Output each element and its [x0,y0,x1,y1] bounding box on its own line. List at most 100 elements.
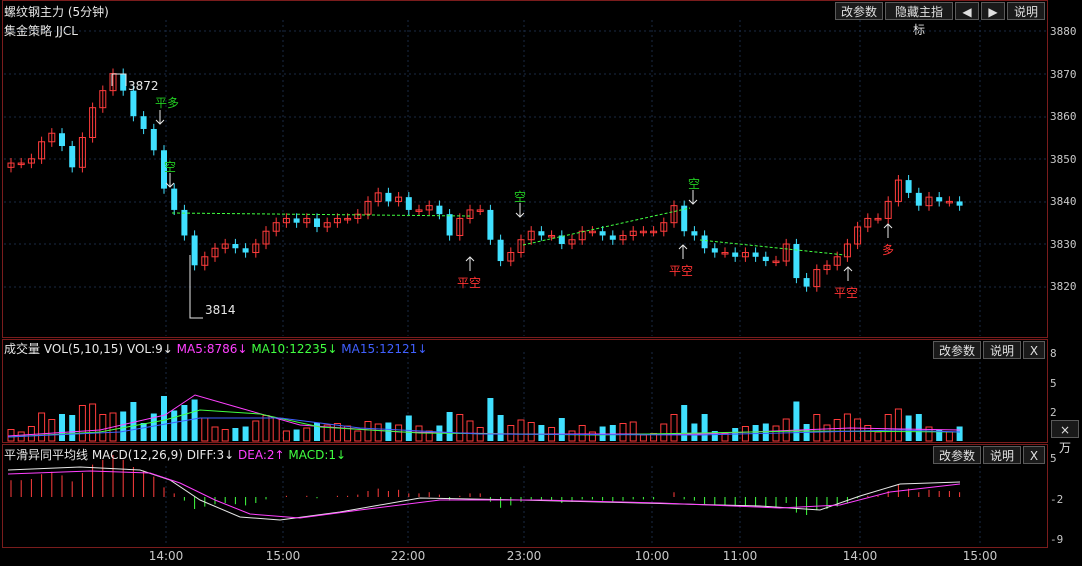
volume-bar [59,414,65,441]
candle-body [120,73,127,91]
signal-arrow [165,173,175,188]
time-tick: 15:00 [265,549,301,563]
volume-bar [364,421,372,442]
candle-body [772,260,780,264]
macd-params-button[interactable]: 改参数 [933,446,981,464]
volume-bar [232,428,239,441]
candle-body [48,132,56,143]
candle-body [823,264,831,271]
volume-bar [884,414,892,442]
candle-body [171,188,178,210]
candle-body [833,256,841,266]
signal-arrow [843,266,853,281]
support-line [699,239,846,256]
volume-bar [629,421,637,442]
volume-bar [507,425,515,442]
volume-bar [956,426,963,441]
macd-dea-line [7,470,961,519]
signal-close-short: 平空 [834,286,859,300]
volume-bar [293,429,300,441]
help-button[interactable]: 说明 [1007,2,1045,20]
candle-body [517,239,525,254]
candle-body [956,201,963,206]
macd-dea: DEA:2↑ [238,448,285,462]
volume-value: VOL:9↓ [126,342,173,356]
candle-body [752,252,759,257]
volume-bar [374,423,382,442]
volume-bar [27,426,35,442]
candle-body [741,252,749,258]
volume-close-button[interactable]: X [1023,341,1045,359]
volume-bar [69,415,76,441]
candle-body [354,213,362,219]
candle-body [69,146,76,168]
signal-arrow [883,223,893,238]
high-price-label: 3872 [128,79,159,93]
volume-unit-button[interactable]: ×万 [1051,420,1079,455]
volume-ma10: MA10:12235↓ [251,342,338,356]
change-params-button[interactable]: 改参数 [835,2,883,20]
macd-title: 平滑异同平均线 MACD(12,26,9) [4,448,183,462]
candle-body [181,209,188,236]
candle-body [793,244,800,279]
macd-close-button[interactable]: X [1023,446,1045,464]
candle-body [874,217,882,221]
candle-body [130,90,137,117]
volume-bar [272,417,280,442]
candle-body [732,252,739,257]
volume-bar [252,420,260,442]
volume-help-button[interactable]: 说明 [983,341,1021,359]
signal-arrow [515,203,525,218]
signal-close-long: 平多 [155,96,180,110]
candle-body [497,239,504,262]
candle-body [150,128,157,151]
candle-body [629,230,637,236]
volume-bar [823,424,831,442]
volume-bar [538,425,545,441]
candle-body [588,230,596,234]
volume-bar [405,415,412,441]
volume-bar [864,425,872,442]
volume-bar [670,414,678,442]
candle-body [405,197,412,210]
signal-close-short: 平空 [457,276,482,290]
candle-body [782,243,790,262]
candle-body [711,248,718,253]
volume-bar [701,414,708,441]
volume-params-button[interactable]: 改参数 [933,341,981,359]
candle-body [344,217,352,221]
candle-body [701,235,708,249]
signal-arrow [688,190,698,205]
candle-body [323,222,331,228]
candle-body [538,231,545,236]
candle-body [272,222,280,232]
candle-body [548,234,556,238]
volume-tick: 2 [1050,406,1057,419]
candle-body [843,243,851,258]
volume-bar [894,408,902,442]
prev-button[interactable]: ◀ [955,2,979,20]
hide-main-indicator-button[interactable]: 隐藏主指标 [885,2,953,37]
candle-body [456,217,464,236]
macd-tick: 5 [1050,452,1057,465]
volume-bar [793,401,800,441]
candle-body [936,197,943,202]
candle-body [385,192,392,202]
volume-bar [691,423,698,441]
volume-bar [446,412,453,441]
macd-help-button[interactable]: 说明 [983,446,1021,464]
volume-bar [354,430,362,442]
candle-body [609,235,616,240]
next-button[interactable]: ▶ [981,2,1005,20]
volume-bar [568,430,576,442]
volume-tick: 5 [1050,377,1057,390]
high-marker [111,73,127,86]
candle-body [639,230,647,234]
candle-body [884,200,892,219]
signal-close-short: 平空 [669,264,694,278]
candle-body [466,209,474,219]
candle-body [436,205,443,215]
candle-body [568,239,576,245]
volume-bar [497,415,504,441]
